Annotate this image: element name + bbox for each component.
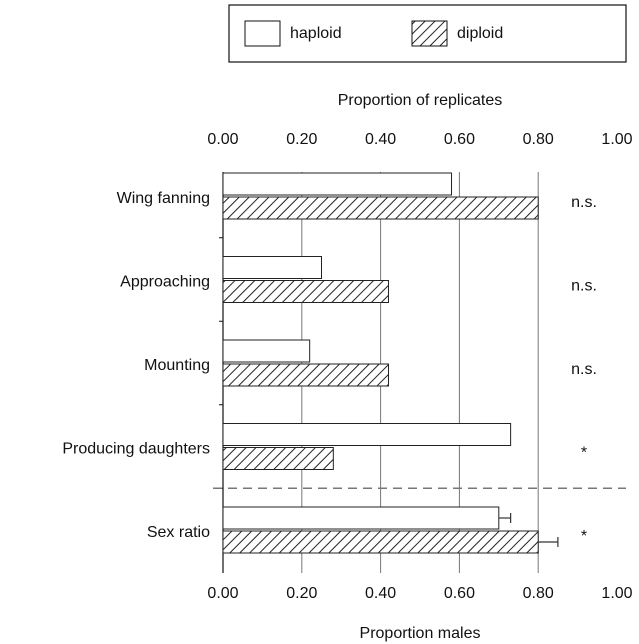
legend-swatch [244, 20, 281, 47]
legend-label: diploid [457, 25, 503, 42]
top-tick-label: 0.40 [365, 131, 396, 148]
bar [222, 447, 334, 470]
top-tick-label: 0.00 [207, 131, 238, 148]
bar [222, 423, 512, 446]
category-label: Approaching [120, 274, 210, 291]
bottom-tick-label: 0.40 [365, 585, 396, 602]
annotation: n.s. [571, 278, 597, 295]
legend-box [228, 4, 627, 63]
bottom-tick-label: 1.00 [601, 585, 632, 602]
bottom-axis-title: Proportion males [360, 625, 481, 642]
bottom-tick-label: 0.20 [286, 585, 317, 602]
category-label: Producing daughters [62, 441, 210, 458]
top-tick-label: 0.20 [286, 131, 317, 148]
annotation: * [581, 445, 587, 462]
bottom-tick-label: 0.00 [207, 585, 238, 602]
bottom-tick-label: 0.60 [444, 585, 475, 602]
category-label: Wing fanning [117, 190, 210, 207]
top-tick-label: 0.80 [523, 131, 554, 148]
annotation: n.s. [571, 194, 597, 211]
top-tick-label: 1.00 [601, 131, 632, 148]
top-tick-label: 0.60 [444, 131, 475, 148]
legend-label: haploid [290, 25, 342, 42]
annotation: * [581, 528, 587, 545]
bar [222, 363, 389, 387]
bar [222, 506, 500, 530]
bar [222, 196, 539, 220]
category-label: Mounting [144, 357, 210, 374]
legend-swatch [411, 20, 448, 47]
bar [222, 530, 539, 554]
bar [222, 172, 453, 196]
category-label: Sex ratio [147, 524, 210, 541]
top-axis-title: Proportion of replicates [338, 92, 503, 109]
bottom-tick-label: 0.80 [523, 585, 554, 602]
bar [222, 280, 389, 303]
bar [222, 256, 322, 279]
annotation: n.s. [571, 361, 597, 378]
bar [222, 339, 311, 363]
